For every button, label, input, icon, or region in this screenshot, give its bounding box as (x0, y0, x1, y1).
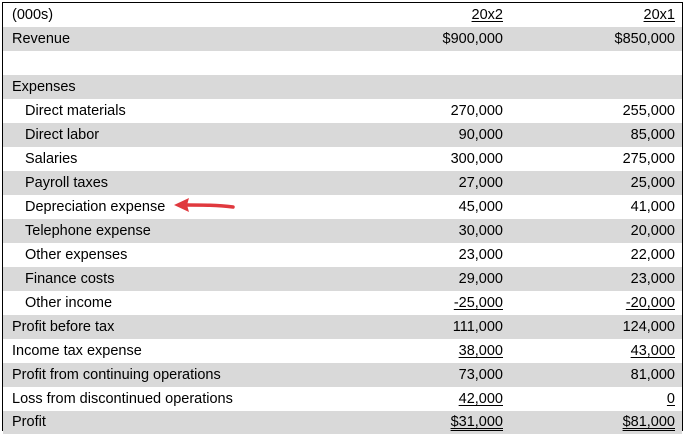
expense-row: Finance costs 29,000 23,000 (3, 267, 682, 291)
expense-20x2: 300,000 (450, 151, 503, 167)
expense-20x2: 270,000 (450, 103, 503, 119)
expense-20x2: 30,000 (458, 223, 503, 239)
expense-row: Salaries 300,000 275,000 (3, 147, 682, 171)
profit-before-tax-20x1: 124,000 (622, 319, 675, 335)
profit-before-tax-20x2: 111,000 (452, 319, 503, 335)
arrow-shaft (185, 203, 235, 209)
expense-label: Finance costs (25, 271, 115, 287)
continuing-operations-row: Profit from continuing operations 73,000… (3, 363, 682, 387)
annotation-arrow-icon (174, 198, 235, 212)
revenue-row: Revenue $900,000 $850,000 (3, 27, 682, 51)
expense-20x1: 22,000 (630, 247, 675, 263)
expense-20x2: -25,000 (453, 295, 503, 311)
expense-20x2: 23,000 (458, 247, 503, 263)
profit-label: Profit (12, 414, 46, 430)
expense-20x2: 45,000 (458, 199, 503, 215)
header-row: (000s) 20x2 20x1 (3, 3, 682, 27)
expense-20x1: 275,000 (622, 151, 675, 167)
income-tax-row: Income tax expense 38,000 43,000 (3, 339, 682, 363)
revenue-20x2: $900,000 (442, 31, 503, 47)
discontinued-operations-label: Loss from discontinued operations (12, 391, 233, 407)
column-header-20x2: 20x2 (471, 7, 503, 23)
discontinued-operations-20x2: 42,000 (458, 391, 503, 407)
income-tax-20x1: 43,000 (630, 343, 675, 359)
continuing-operations-label: Profit from continuing operations (12, 367, 221, 383)
expense-20x1: 85,000 (630, 127, 675, 143)
profit-20x1: $81,000 (622, 414, 675, 430)
expense-20x1: 23,000 (630, 271, 675, 287)
column-header-20x1: 20x1 (643, 7, 675, 23)
revenue-20x1: $850,000 (614, 31, 675, 47)
expense-label: Direct labor (25, 127, 100, 143)
expense-label: Depreciation expense (25, 199, 166, 215)
profit-before-tax-label: Profit before tax (12, 319, 115, 335)
expense-row: Other expenses 23,000 22,000 (3, 243, 682, 267)
discontinued-operations-20x1: 0 (666, 391, 675, 407)
expense-label: Telephone expense (25, 223, 151, 239)
expense-label: Salaries (25, 151, 78, 167)
expense-20x1: 20,000 (630, 223, 675, 239)
expense-row: Depreciation expense 45,000 41,000 (3, 195, 682, 219)
expense-label: Other income (25, 295, 113, 311)
discontinued-operations-row: Loss from discontinued operations 42,000… (3, 387, 682, 411)
expense-row: Telephone expense 30,000 20,000 (3, 219, 682, 243)
expense-20x1: 25,000 (630, 175, 675, 191)
expense-label: Direct materials (25, 103, 126, 119)
profit-row: Profit $31,000 $81,000 (3, 411, 682, 434)
units-label: (000s) (12, 7, 54, 23)
expenses-heading: Expenses (12, 79, 76, 95)
profit-20x2: $31,000 (450, 414, 503, 430)
expense-20x1: -20,000 (625, 295, 675, 311)
expense-20x1: 41,000 (630, 199, 675, 215)
profit-before-tax-row: Profit before tax 111,000 124,000 (3, 315, 682, 339)
expense-label: Payroll taxes (25, 175, 109, 191)
expense-label: Other expenses (25, 247, 128, 263)
blank-row (3, 51, 682, 75)
expense-20x2: 90,000 (458, 127, 503, 143)
expense-row: Payroll taxes 27,000 25,000 (3, 171, 682, 195)
continuing-operations-20x2: 73,000 (458, 367, 503, 383)
expense-20x1: 255,000 (622, 103, 675, 119)
continuing-operations-20x1: 81,000 (630, 367, 675, 383)
expense-row: Other income -25,000 -20,000 (3, 291, 682, 315)
expense-20x2: 29,000 (458, 271, 503, 287)
expense-row: Direct materials 270,000 255,000 (3, 99, 682, 123)
income-tax-20x2: 38,000 (458, 343, 503, 359)
income-tax-label: Income tax expense (12, 343, 142, 359)
expense-row: Direct labor 90,000 85,000 (3, 123, 682, 147)
revenue-label: Revenue (12, 31, 71, 47)
arrow-head (174, 198, 189, 212)
expense-20x2: 27,000 (458, 175, 503, 191)
expenses-heading-row: Expenses (3, 75, 682, 99)
